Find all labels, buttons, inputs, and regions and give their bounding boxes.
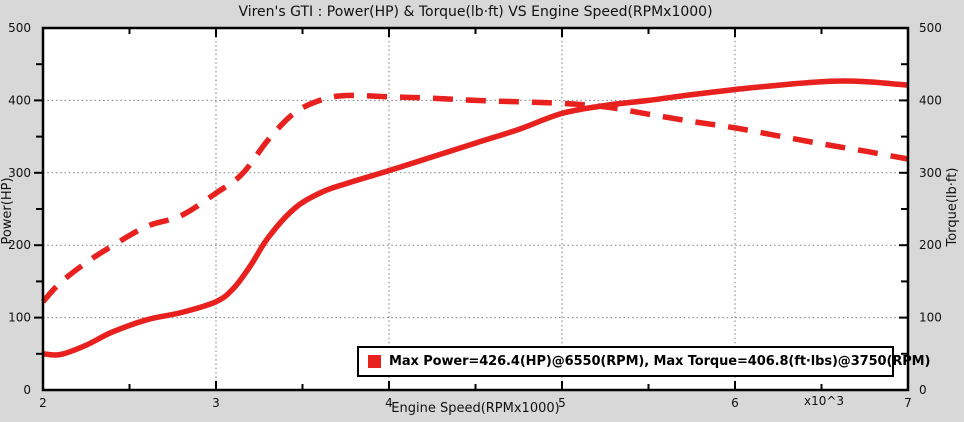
y-tick-label-left: 0 bbox=[23, 383, 31, 397]
y-tick-label-right: 0 bbox=[919, 383, 927, 397]
power-curve bbox=[42, 78, 909, 358]
legend: Max Power=426.4(HP)@6550(RPM), Max Torqu… bbox=[357, 346, 930, 377]
red-square-icon bbox=[368, 355, 381, 368]
x-tick-label: 2 bbox=[39, 396, 47, 410]
y-tick-label-left: 500 bbox=[8, 21, 31, 35]
x-tick-label: 4 bbox=[385, 396, 393, 410]
y-tick-label-right: 200 bbox=[919, 238, 942, 252]
y-axis-label-right: Torque(lb·ft) bbox=[945, 167, 960, 247]
y-tick-label-right: 400 bbox=[919, 93, 942, 107]
x-axis-multiplier-label: x10^3 bbox=[803, 394, 845, 408]
y-tick-label-left: 400 bbox=[8, 93, 31, 107]
chart-title: Viren's GTI : Power(HP) & Torque(lb·ft) … bbox=[238, 4, 713, 20]
y-tick-label-right: 100 bbox=[919, 311, 942, 325]
torque-curve bbox=[40, 92, 909, 304]
legend-label: Max Power=426.4(HP)@6550(RPM), Max Torqu… bbox=[389, 354, 931, 369]
x-tick-label: 5 bbox=[558, 396, 566, 410]
y-axis-label-left: Power(HP) bbox=[0, 177, 15, 245]
y-tick-label-left: 200 bbox=[8, 238, 31, 252]
x-tick-label: 3 bbox=[212, 396, 220, 410]
plot-frame bbox=[41, 26, 910, 392]
x-axis-label: Engine Speed(RPMx1000) bbox=[391, 401, 560, 416]
y-tick-label-right: 500 bbox=[919, 21, 942, 35]
y-tick-label-right: 300 bbox=[919, 166, 942, 180]
y-tick-label-left: 300 bbox=[8, 166, 31, 180]
plot-background bbox=[43, 28, 908, 390]
x-tick-label: 6 bbox=[731, 396, 739, 410]
y-tick-label-left: 100 bbox=[8, 311, 31, 325]
x-tick-label: 7 bbox=[904, 396, 912, 410]
